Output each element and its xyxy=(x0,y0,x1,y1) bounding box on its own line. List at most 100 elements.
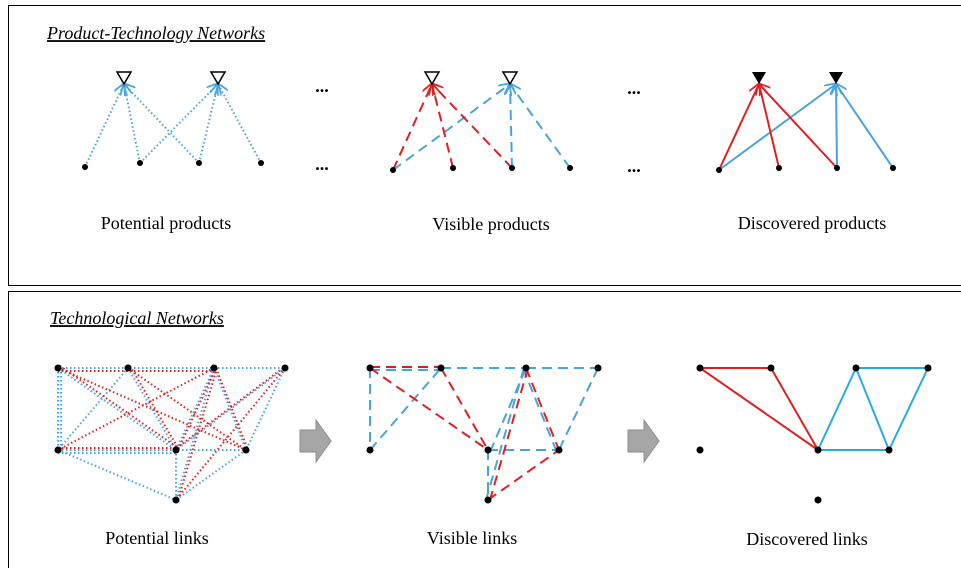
edges xyxy=(57,365,286,501)
edge xyxy=(489,367,527,453)
panel-label: Discovered links xyxy=(746,529,867,549)
node xyxy=(509,165,515,171)
edge xyxy=(432,84,454,169)
node xyxy=(437,364,445,372)
nodes xyxy=(54,364,289,504)
node xyxy=(696,364,704,372)
edges xyxy=(718,84,894,171)
product xyxy=(209,71,227,86)
edge xyxy=(173,367,284,451)
bottom-frame xyxy=(8,291,961,568)
node xyxy=(172,496,180,504)
edges xyxy=(392,84,571,171)
edge xyxy=(198,84,218,164)
edge xyxy=(124,84,141,164)
edge xyxy=(489,367,529,501)
edges xyxy=(84,84,262,168)
product xyxy=(501,71,519,86)
node xyxy=(885,446,893,454)
edge xyxy=(392,84,510,171)
edge xyxy=(432,84,513,169)
edge xyxy=(369,367,442,451)
ellipsis: ... xyxy=(627,78,641,98)
edge xyxy=(522,367,557,451)
edge xyxy=(485,367,525,501)
node xyxy=(890,165,896,171)
edge xyxy=(718,84,759,171)
panel-label: Discovered products xyxy=(738,213,886,233)
node xyxy=(196,160,202,166)
edge xyxy=(218,84,262,164)
edge xyxy=(759,84,780,169)
product xyxy=(752,72,766,84)
edge xyxy=(770,367,819,451)
edge xyxy=(888,367,929,451)
arrow xyxy=(627,418,660,464)
edge xyxy=(759,84,838,169)
product xyxy=(829,72,843,84)
node xyxy=(281,364,289,372)
edge xyxy=(558,367,599,451)
node xyxy=(137,160,143,166)
edge xyxy=(139,84,218,164)
section-title: Product-Technology Networks xyxy=(46,23,265,43)
edge xyxy=(855,367,890,451)
panel-label: Visible products xyxy=(432,214,549,234)
node xyxy=(567,165,573,171)
node xyxy=(484,496,492,504)
node xyxy=(124,364,132,372)
node xyxy=(242,446,250,454)
node xyxy=(814,496,822,504)
node xyxy=(716,167,722,173)
edge xyxy=(215,367,249,451)
node xyxy=(814,446,822,454)
edge xyxy=(177,367,217,451)
edge xyxy=(525,367,560,451)
nodes xyxy=(716,165,896,173)
node xyxy=(484,446,492,454)
edges xyxy=(392,84,513,171)
node xyxy=(776,165,782,171)
node xyxy=(834,165,840,171)
edge xyxy=(84,84,124,168)
edge xyxy=(718,84,836,171)
ellipsis: ... xyxy=(627,156,641,176)
node xyxy=(366,446,374,454)
nodes xyxy=(696,364,932,504)
node xyxy=(852,364,860,372)
product xyxy=(423,71,441,86)
edge xyxy=(245,367,286,451)
edge xyxy=(59,365,179,449)
node xyxy=(555,446,563,454)
edge xyxy=(177,367,218,501)
edge xyxy=(699,367,819,451)
ellipsis: ... xyxy=(315,154,329,174)
edge xyxy=(510,84,512,169)
edge xyxy=(440,367,489,451)
edge xyxy=(817,367,857,451)
edge xyxy=(392,84,432,171)
product xyxy=(115,71,133,86)
arrow xyxy=(299,418,332,464)
node xyxy=(82,164,88,170)
node xyxy=(696,446,704,454)
node xyxy=(522,364,530,372)
edge xyxy=(175,367,286,501)
edge xyxy=(175,367,215,451)
panel-label: Potential links xyxy=(105,528,209,548)
node xyxy=(594,364,602,372)
node xyxy=(210,364,218,372)
edges xyxy=(57,367,286,501)
panel-label: Visible links xyxy=(427,528,517,548)
section-title: Technological Networks xyxy=(50,308,224,328)
edge xyxy=(175,367,215,501)
panel-label: Potential products xyxy=(101,213,231,233)
nodes xyxy=(82,160,264,170)
edges xyxy=(718,84,838,171)
edge xyxy=(487,449,560,501)
nodes xyxy=(390,165,573,173)
top-frame xyxy=(8,5,961,286)
node xyxy=(54,446,62,454)
node xyxy=(258,160,264,166)
